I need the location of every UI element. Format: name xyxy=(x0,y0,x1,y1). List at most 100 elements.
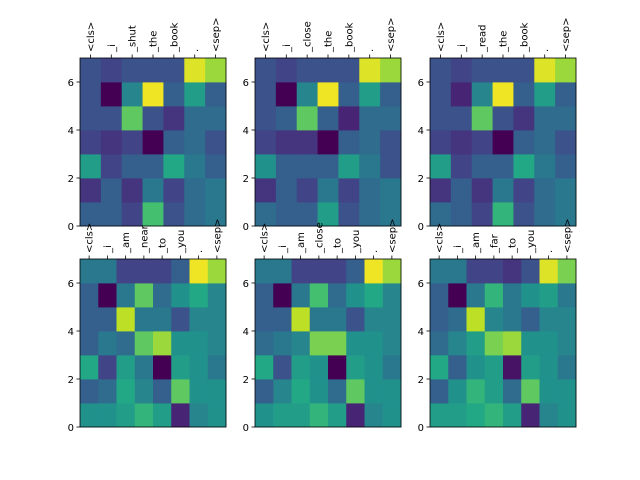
heatmap-5-cell-r1-c0 xyxy=(255,379,274,404)
heatmap-3-cell-r6-c6 xyxy=(555,58,577,83)
heatmap-2-cell-r2-c2 xyxy=(296,154,318,179)
heatmap-4-cell-r4-c7 xyxy=(207,307,227,332)
heatmap-4-cell-r0-c1 xyxy=(98,403,117,428)
heatmap-4-xtick-label-7: <sep> xyxy=(212,219,223,253)
heatmap-4-cell-r5-c3 xyxy=(134,283,154,308)
heatmap-4-cell-r3-c3 xyxy=(134,331,154,356)
heatmap-1-xtick-label-2: _shut xyxy=(128,25,139,53)
heatmap-3-cell-r4-c0 xyxy=(430,106,452,131)
heatmap-3-cell-r2-c4 xyxy=(513,154,535,179)
heatmap-2-cell-r3-c3 xyxy=(317,130,339,155)
heatmap-6-ytick-label-1: 2 xyxy=(418,375,424,386)
heatmap-6-cell-r4-c5 xyxy=(521,307,540,332)
heatmap-2-cell-r4-c5 xyxy=(359,106,381,131)
heatmap-2-cell-r4-c2 xyxy=(296,106,318,131)
heatmap-3-cell-r0-c3 xyxy=(492,202,514,227)
heatmap-4-ytick-label-0: 0 xyxy=(68,423,74,434)
heatmap-5-cell-r5-c7 xyxy=(382,283,402,308)
heatmap-5-cell-r4-c0 xyxy=(255,307,274,332)
heatmap-2-cell-r5-c4 xyxy=(338,82,360,107)
heatmap-1-cell-r3-c0 xyxy=(80,130,102,155)
heatmap-3-ytick-label-2: 4 xyxy=(418,126,424,137)
heatmap-6-cell-r4-c4 xyxy=(503,307,522,332)
heatmap-1-ytick-label-0: 0 xyxy=(68,222,74,233)
heatmap-4-cell-r4-c6 xyxy=(189,307,209,332)
heatmap-2-ytick-label-3: 6 xyxy=(243,78,249,89)
heatmap-1-cell-r3-c2 xyxy=(121,130,143,155)
heatmap-1-cell-r0-c5 xyxy=(184,202,206,227)
heatmap-4-cell-r3-c1 xyxy=(98,331,117,356)
heatmap-4-cell-r4-c5 xyxy=(171,307,190,332)
heatmap-1-cell-r1-c1 xyxy=(100,178,123,203)
heatmap-4-cell-r2-c7 xyxy=(207,355,227,380)
heatmap-2-cell-r6-c6 xyxy=(380,58,402,83)
heatmap-6-cell-r0-c5 xyxy=(521,403,540,428)
heatmap-5-cell-r6-c5 xyxy=(346,259,365,284)
heatmap-4-cell-r4-c3 xyxy=(134,307,154,332)
heatmap-5-cell-r5-c1 xyxy=(273,283,292,308)
heatmap-5-cell-r4-c4 xyxy=(328,307,347,332)
heatmap-6-xtick-label-5: _you xyxy=(526,230,537,254)
heatmap-5-cell-r5-c2 xyxy=(291,283,311,308)
heatmap-3-cell-r5-c5 xyxy=(534,82,556,107)
heatmap-2-ytick-label-1: 2 xyxy=(243,174,249,185)
heatmap-1-cell-r6-c3 xyxy=(142,58,164,83)
heatmap-1-cell-r2-c5 xyxy=(184,154,206,179)
heatmap-3-cell-r2-c2 xyxy=(471,154,493,179)
heatmap-5-cell-r4-c3 xyxy=(309,307,329,332)
heatmap-6-cell-r4-c0 xyxy=(430,307,449,332)
heatmap-2-cell-r2-c5 xyxy=(359,154,381,179)
heatmap-4-cell-r6-c6 xyxy=(189,259,209,284)
heatmap-6-cell-r1-c7 xyxy=(557,379,577,404)
heatmap-2-cell-r6-c4 xyxy=(338,58,360,83)
heatmap-4-cell-r6-c4 xyxy=(153,259,172,284)
heatmap-6-cell-r6-c3 xyxy=(484,259,504,284)
heatmap-4-cell-r1-c6 xyxy=(189,379,209,404)
heatmap-1-cell-r2-c4 xyxy=(163,154,185,179)
heatmap-1-cell-r5-c3 xyxy=(142,82,164,107)
heatmap-6-xtick-label-4: _to xyxy=(508,238,519,254)
heatmap-5-cell-r4-c2 xyxy=(291,307,311,332)
heatmap-4-cell-r6-c0 xyxy=(80,259,99,284)
heatmap-5-cell-r5-c5 xyxy=(346,283,365,308)
heatmap-4-cell-r6-c2 xyxy=(116,259,136,284)
heatmap-2-cell-r0-c0 xyxy=(255,202,277,227)
heatmap-1-xtick-label-5: . xyxy=(190,49,201,52)
heatmap-1-xtick-label-0: <cls> xyxy=(86,22,97,52)
heatmap-2-cell-r4-c3 xyxy=(317,106,339,131)
heatmap-6-cell-r0-c0 xyxy=(430,403,449,428)
heatmap-4-cell-r1-c4 xyxy=(153,379,172,404)
heatmap-5-cell-r2-c3 xyxy=(309,355,329,380)
heatmap-1-xtick-label-4: _book xyxy=(169,22,180,53)
heatmap-3-cell-r1-c3 xyxy=(492,178,514,203)
heatmap-5-cell-r1-c2 xyxy=(291,379,311,404)
heatmap-4-cell-r3-c4 xyxy=(153,331,172,356)
heatmap-6-cell-r1-c3 xyxy=(484,379,504,404)
heatmap-3-cell-r4-c3 xyxy=(492,106,514,131)
heatmap-2-cell-r3-c4 xyxy=(338,130,360,155)
heatmap-2-cell-r2-c1 xyxy=(275,154,298,179)
heatmap-4-cell-r3-c2 xyxy=(116,331,136,356)
heatmap-3-cell-r4-c1 xyxy=(450,106,473,131)
heatmap-1-cell-r4-c3 xyxy=(142,106,164,131)
heatmap-4-cell-r1-c2 xyxy=(116,379,136,404)
heatmap-6-cell-r3-c5 xyxy=(521,331,540,356)
heatmap-6-cell-r2-c2 xyxy=(466,355,486,380)
heatmap-1-cell-r1-c3 xyxy=(142,178,164,203)
heatmap-2-cell-r1-c3 xyxy=(317,178,339,203)
heatmap-6-cell-r2-c4 xyxy=(503,355,522,380)
heatmap-6-cell-r1-c6 xyxy=(539,379,559,404)
heatmap-5-cell-r6-c4 xyxy=(328,259,347,284)
heatmap-4-cell-r5-c6 xyxy=(189,283,209,308)
heatmap-2-cell-r1-c4 xyxy=(338,178,360,203)
heatmap-3-xtick-label-6: <sep> xyxy=(561,18,572,52)
heatmap-5-cell-r2-c0 xyxy=(255,355,274,380)
heatmap-6-cell-r4-c6 xyxy=(539,307,559,332)
heatmap-3-cell-r2-c6 xyxy=(555,154,577,179)
heatmap-4-cell-r5-c4 xyxy=(153,283,172,308)
heatmap-2-cell-r5-c2 xyxy=(296,82,318,107)
heatmap-6-cell-r0-c6 xyxy=(539,403,559,428)
heatmap-4-ytick-label-1: 2 xyxy=(68,375,74,386)
heatmap-5-cell-r6-c2 xyxy=(291,259,311,284)
heatmap-1-cell-r3-c6 xyxy=(205,130,227,155)
